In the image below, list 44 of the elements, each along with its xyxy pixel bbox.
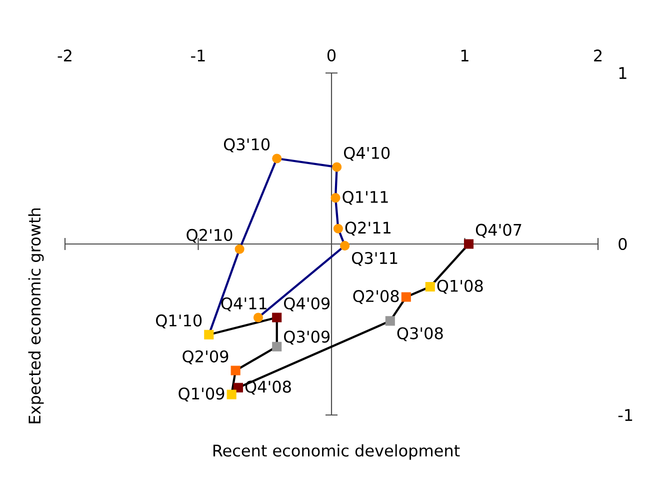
annotation: Q1'10 (156, 314, 202, 328)
y-tick-label: 1 (619, 67, 626, 79)
point (330, 193, 340, 203)
point (253, 312, 263, 322)
point (204, 330, 214, 340)
annotation: Q4'11 (221, 297, 266, 312)
x-tick-label: 1 (461, 50, 468, 62)
annotation: Q4'09 (284, 297, 330, 312)
point (464, 239, 474, 249)
x-tick-label: 0 (327, 49, 336, 62)
point (272, 312, 282, 322)
point (332, 162, 342, 172)
point (272, 154, 282, 164)
annotation: Q3'10 (224, 138, 270, 152)
y-axis-title: Expected economic growth (28, 208, 44, 424)
annotation: Q3'11 (352, 252, 398, 266)
y-tick-label: -1 (618, 409, 632, 421)
point (234, 244, 244, 254)
annotation: Q4'07 (476, 224, 522, 238)
annotation: Q1'08 (437, 280, 483, 294)
point (333, 224, 343, 234)
annotation: Q2'11 (345, 222, 390, 236)
point (401, 292, 411, 302)
annotation: Q1'09 (178, 388, 224, 402)
point (230, 366, 240, 376)
annotation: Q3'08 (397, 327, 443, 342)
annotation: Q4'10 (344, 146, 390, 161)
x-tick-label: 2 (594, 50, 602, 62)
x-axis-title: Recent economic development (213, 444, 460, 460)
point (340, 240, 350, 250)
annotation: Q1'11 (342, 190, 388, 205)
annotation: Q2'10 (186, 228, 232, 243)
point (233, 382, 244, 392)
x-tick-label: -1 (191, 50, 205, 62)
point (385, 316, 395, 326)
y-tick-label: 0 (618, 238, 627, 250)
annotation: Q4'08 (245, 380, 291, 395)
annotation: Q2'09 (182, 350, 228, 364)
annotation: Q3'09 (284, 330, 330, 345)
x-tick-label: -2 (58, 50, 72, 62)
point (425, 282, 435, 292)
point (272, 342, 282, 352)
annotation: Q2'08 (353, 290, 399, 304)
point (226, 390, 236, 400)
